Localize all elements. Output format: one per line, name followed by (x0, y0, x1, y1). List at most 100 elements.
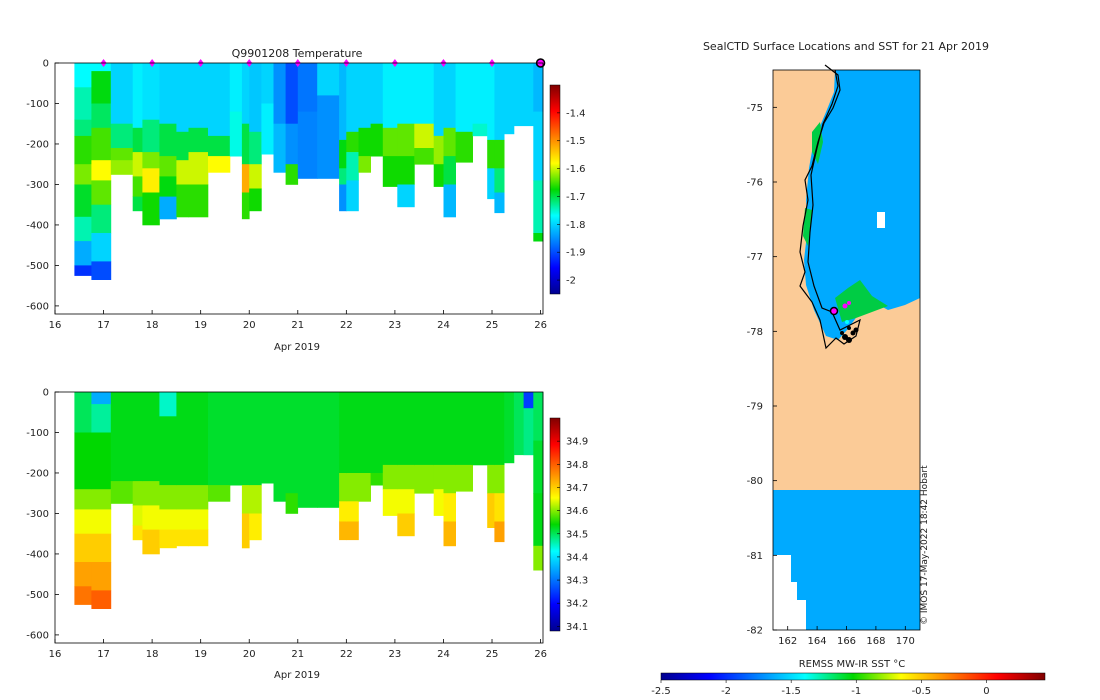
location-dot (846, 337, 852, 343)
section-cell (132, 152, 143, 177)
coastline (799, 64, 861, 350)
section-cell (397, 123, 415, 157)
y-tick-label: -500 (26, 590, 49, 601)
section-cell (261, 392, 274, 484)
section-cell (339, 521, 347, 541)
y-tick-label: -400 (26, 220, 49, 231)
temperature-cells (74, 63, 544, 280)
x-tick-label: 22 (340, 320, 353, 331)
section-cell (91, 233, 112, 262)
section-cell (132, 392, 143, 482)
section-cell (487, 139, 495, 169)
section-cell (533, 180, 544, 234)
section-cell (188, 127, 209, 153)
salinity-y-ticks: 0 -100 -200 -300 -400 -500 -600 (26, 388, 59, 641)
section-cell (249, 485, 262, 514)
section-cell (188, 509, 209, 530)
section-cell (249, 63, 262, 133)
temperature-y-ticks: 0 -100 -200 -300 -400 -500 -600 (26, 59, 59, 312)
section-cell (433, 164, 444, 187)
section-cell (487, 392, 495, 466)
section-cell (346, 63, 359, 133)
map-x-tick-label: 166 (837, 636, 856, 647)
section-cell (132, 525, 143, 541)
location-dot (845, 320, 849, 324)
section-cell (414, 148, 435, 165)
section-cell (74, 586, 92, 605)
section-cell (241, 485, 250, 514)
salinity-xlabel: Apr 2019 (274, 670, 320, 681)
temperature-colorbar (549, 84, 561, 295)
section-cell (339, 392, 347, 474)
section-cell (273, 63, 286, 125)
x-tick-label: 21 (291, 649, 304, 660)
section-cell (317, 392, 340, 508)
section-cell (443, 521, 456, 547)
map-x-tick-label: 164 (808, 636, 827, 647)
section-cell (443, 156, 456, 185)
section-cell (487, 464, 495, 494)
salinity-section-plot: 16 17 18 19 20 21 22 23 24 25 26 0 -100 -200 -300 -400… (26, 388, 588, 682)
section-cell (91, 392, 112, 405)
section-cell (455, 63, 473, 133)
section-cell (142, 168, 160, 193)
map-y-tick-label: -76 (747, 178, 763, 189)
section-cell (346, 180, 359, 212)
section-cell (176, 509, 189, 530)
colorbar-tick-label: 34.4 (566, 552, 588, 563)
section-cell (91, 489, 112, 510)
colorbar-tick-label: -1.7 (566, 192, 586, 203)
x-tick-label: 16 (49, 320, 62, 331)
salinity-colorbar-ticks: 34.9 34.8 34.7 34.6 34.5 34.4 34.3 34.2 34.1 (557, 437, 588, 633)
section-cell (523, 408, 534, 456)
section-cell (132, 176, 143, 197)
section-cell (229, 392, 243, 486)
map-y-tick-label: -80 (747, 476, 763, 487)
section-cell (208, 392, 231, 486)
section-cell (91, 590, 112, 609)
section-cell (159, 63, 177, 125)
section-cell (91, 204, 112, 234)
section-cell (132, 127, 143, 153)
section-cell (91, 71, 112, 104)
y-tick-label: -400 (26, 549, 49, 560)
section-cell (494, 392, 505, 466)
section-cell (472, 392, 488, 466)
section-cell (110, 123, 134, 149)
section-cell (91, 533, 112, 563)
section-cell (285, 164, 299, 185)
section-cell (249, 131, 262, 165)
x-tick-label: 19 (194, 649, 207, 660)
section-cell (358, 63, 371, 129)
section-cell (443, 464, 456, 494)
x-tick-label: 24 (437, 649, 450, 660)
map-y-tick-label: -82 (747, 626, 763, 637)
section-cell (346, 521, 359, 541)
section-cell (346, 392, 359, 474)
section-cell (397, 63, 415, 125)
x-tick-label: 26 (534, 320, 547, 331)
x-tick-label: 25 (486, 320, 499, 331)
colorbar-tick-label: -1.9 (566, 248, 586, 259)
section-cell (494, 139, 505, 169)
section-cell (159, 485, 177, 510)
section-cell (285, 493, 299, 514)
section-cell (317, 63, 340, 96)
temperature-axes-frame (54, 62, 544, 315)
x-tick-label: 17 (97, 320, 110, 331)
section-cell (443, 127, 456, 157)
section-cell (273, 392, 286, 502)
section-cell (297, 111, 318, 179)
section-cell (370, 123, 384, 157)
colorbar-tick-label: -2 (566, 276, 576, 287)
section-cell (533, 493, 544, 547)
section-cell (249, 392, 262, 486)
section-cell (74, 87, 92, 121)
section-cell (261, 103, 274, 155)
map-y-tick-label: -78 (747, 327, 763, 338)
section-cell (241, 123, 250, 165)
section-cell (91, 103, 112, 129)
colorbar-tick-label: 34.3 (566, 576, 588, 587)
y-tick-label: -600 (26, 301, 49, 312)
y-tick-label: -600 (26, 630, 49, 641)
